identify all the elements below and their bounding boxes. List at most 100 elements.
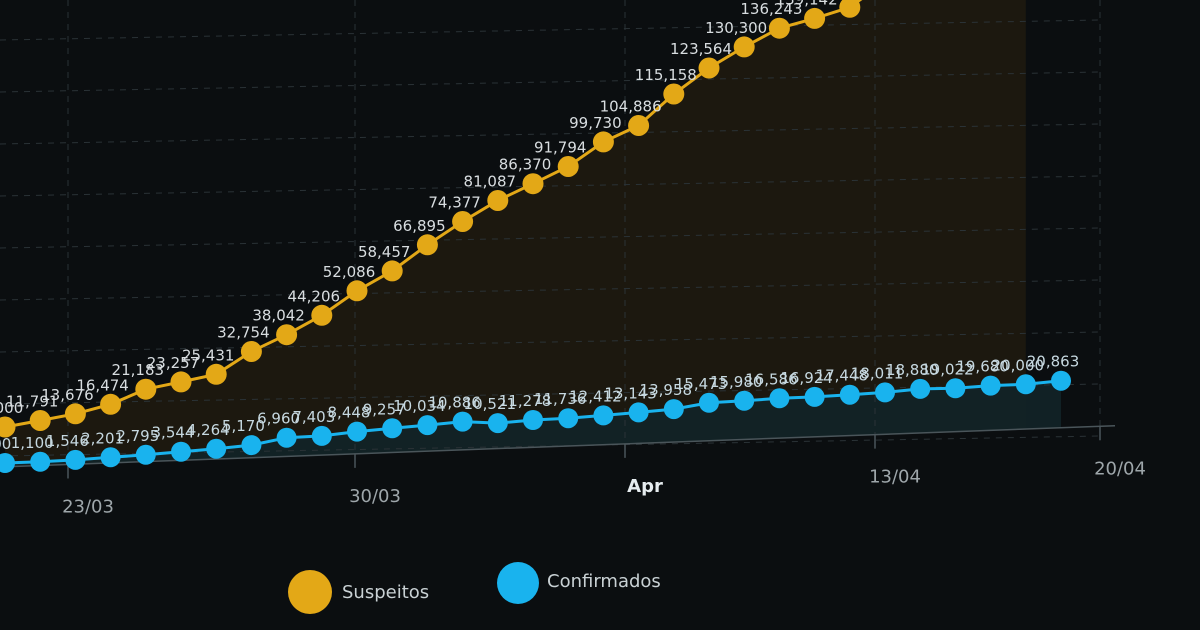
data-label: 19,680 (956, 358, 1009, 376)
data-point[interactable] (240, 341, 262, 362)
data-label: 5,170 (222, 417, 265, 435)
data-point[interactable] (100, 393, 122, 415)
x-tick-label: 23/03 (62, 496, 114, 517)
data-point[interactable] (1015, 374, 1036, 395)
data-label: 4,264 (187, 421, 230, 439)
data-point[interactable] (30, 451, 51, 472)
data-label: 23,257 (147, 354, 200, 372)
data-label: 86,370 (499, 156, 552, 174)
legend-label-confirmados: Confirmados (547, 571, 661, 592)
data-point[interactable] (347, 421, 367, 442)
data-label: 20,863 (1027, 353, 1080, 371)
data-label: 15,473 (675, 375, 728, 393)
data-point[interactable] (557, 156, 579, 177)
data-point[interactable] (100, 447, 121, 468)
data-point[interactable] (699, 392, 719, 413)
data-point[interactable] (522, 173, 544, 195)
data-point[interactable] (733, 36, 755, 58)
data-point[interactable] (64, 403, 86, 425)
grid-line-horizontal (0, 71, 1101, 93)
data-label: 52,086 (323, 263, 376, 281)
data-point[interactable] (910, 378, 931, 399)
data-point[interactable] (417, 415, 438, 436)
data-point[interactable] (945, 378, 966, 399)
data-label: 1,546 (46, 432, 89, 450)
data-point[interactable] (487, 413, 508, 434)
data-point[interactable] (523, 410, 543, 430)
data-point[interactable] (29, 410, 51, 431)
data-point[interactable] (592, 131, 614, 153)
data-label: 8,448 (328, 404, 371, 422)
data-label: 2,795 (116, 427, 159, 445)
data-label: 21,183 (112, 361, 165, 379)
data-point[interactable] (734, 390, 755, 411)
data-point[interactable] (593, 405, 614, 426)
data-point[interactable] (416, 234, 438, 256)
data-point[interactable] (65, 449, 86, 470)
legend-swatch-confirmados (497, 562, 539, 604)
data-point[interactable] (487, 190, 509, 211)
data-label: 18,880 (886, 361, 939, 379)
data-point[interactable] (768, 17, 790, 39)
data-point[interactable] (839, 0, 861, 18)
data-point[interactable] (769, 388, 790, 409)
data-point[interactable] (135, 444, 156, 465)
data-label: 7,403 (292, 408, 335, 426)
x-tick-label: 13/04 (869, 467, 921, 488)
data-label: 13,143 (604, 384, 657, 402)
data-label: 66,895 (393, 217, 446, 235)
data-point[interactable] (206, 438, 227, 459)
data-label: 12,412 (569, 387, 622, 405)
data-label: 16,474 (76, 376, 129, 394)
data-label: 3,544 (152, 424, 195, 442)
data-point[interactable] (311, 425, 332, 446)
data-label: 19,022 (921, 360, 974, 378)
data-point[interactable] (135, 378, 157, 400)
data-point[interactable] (628, 115, 650, 136)
legend-item-confirmados[interactable]: Confirmados (497, 562, 661, 604)
data-point[interactable] (804, 386, 825, 407)
data-point[interactable] (980, 375, 1001, 396)
data-point[interactable] (276, 324, 298, 346)
data-point[interactable] (698, 57, 720, 79)
data-point[interactable] (1051, 370, 1071, 391)
data-point[interactable] (276, 427, 297, 448)
legend-item-suspeitos[interactable]: Suspeitos (288, 570, 429, 614)
data-label: 800 (0, 435, 11, 453)
data-label: 2,201 (81, 429, 124, 447)
data-point[interactable] (558, 408, 579, 429)
grid-line-horizontal (0, 331, 1101, 353)
data-label: 11,791 (6, 393, 59, 411)
data-point[interactable] (205, 363, 227, 385)
data-point[interactable] (170, 371, 192, 393)
data-point[interactable] (381, 260, 403, 282)
data-label: 139,142 (776, 0, 838, 8)
data-label: 123,564 (670, 40, 732, 58)
data-point[interactable] (839, 384, 860, 405)
data-point[interactable] (452, 411, 473, 432)
data-label: 32,754 (217, 324, 270, 342)
data-label: 25,431 (182, 346, 235, 364)
data-point[interactable] (663, 83, 685, 105)
data-point[interactable] (382, 418, 403, 439)
data-point[interactable] (804, 7, 826, 29)
data-point[interactable] (0, 416, 16, 438)
data-point[interactable] (241, 435, 262, 456)
data-point[interactable] (0, 453, 15, 473)
data-label: 16,924 (780, 369, 833, 387)
data-point[interactable] (311, 304, 333, 326)
data-point[interactable] (663, 399, 684, 420)
data-label: 9,257 (363, 400, 406, 418)
data-label: 91,794 (534, 139, 587, 157)
data-point[interactable] (171, 441, 191, 462)
data-label: 58,457 (358, 243, 411, 261)
data-label: 18,011 (851, 364, 904, 382)
data-point[interactable] (875, 382, 895, 403)
data-label: 16,586 (745, 370, 798, 388)
data-label: 10,521 (464, 395, 517, 413)
data-label: 44,206 (288, 287, 341, 305)
data-label: 10,034 (393, 397, 446, 415)
data-point[interactable] (628, 402, 649, 423)
data-point[interactable] (452, 211, 474, 232)
data-point[interactable] (346, 280, 368, 302)
